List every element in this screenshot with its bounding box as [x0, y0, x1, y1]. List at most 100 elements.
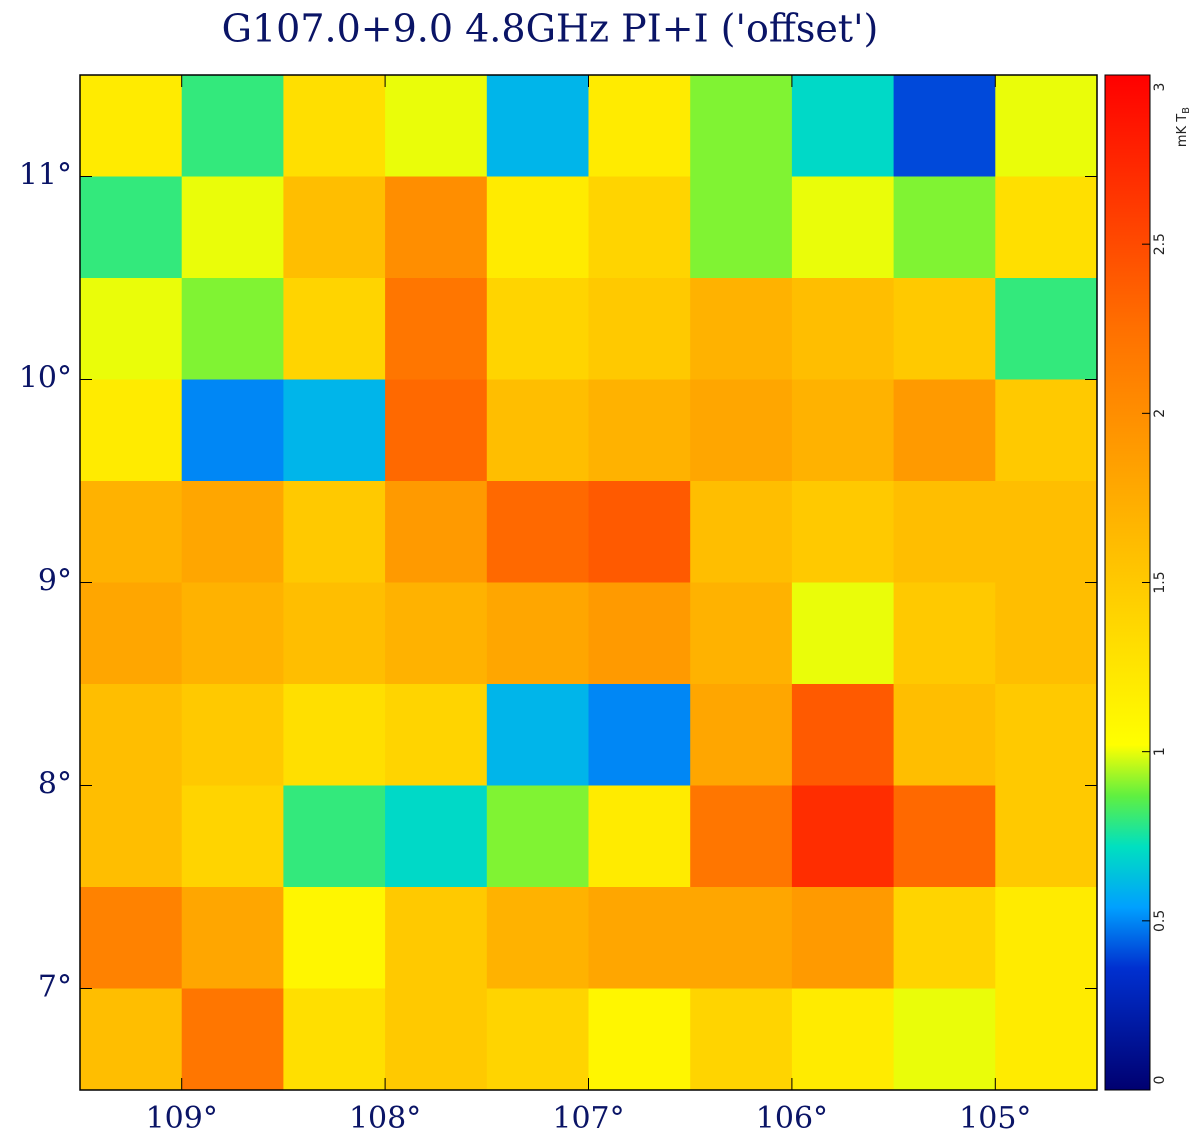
heatmap-cell: [893, 379, 996, 482]
y-tick-label: 10°: [19, 361, 72, 396]
heatmap-cell: [791, 988, 895, 1091]
x-tick-label: 106°: [756, 1101, 828, 1136]
y-tick-label: 7°: [38, 970, 72, 1005]
heatmap-cell: [181, 278, 284, 380]
heatmap-cell: [385, 785, 488, 888]
heatmap-cell: [283, 887, 386, 989]
colorbar-tick-label: 0.5: [1152, 910, 1168, 932]
colorbar-label: mK TB: [1175, 107, 1193, 147]
heatmap-cell: [181, 379, 284, 482]
heatmap-cell: [893, 684, 996, 786]
heatmap-cell: [385, 176, 488, 279]
heatmap-cell: [486, 988, 589, 1091]
heatmap-cell: [80, 887, 183, 989]
heatmap-cell: [588, 887, 691, 989]
heatmap-cell: [80, 379, 183, 482]
heatmap-cell: [385, 887, 488, 989]
colorbar-tick-label: 1: [1152, 747, 1168, 756]
heatmap-cell: [791, 785, 895, 888]
colorbar-tick-label: 2.5: [1152, 233, 1168, 255]
heatmap-cell: [283, 75, 386, 177]
heatmap-cell: [283, 379, 386, 482]
heatmap-cell: [486, 379, 589, 482]
heatmap-cell: [995, 278, 1098, 380]
x-tick-label: 109°: [146, 1101, 218, 1136]
heatmap-cell: [385, 684, 488, 786]
heatmap-cell: [995, 988, 1098, 1091]
heatmap-cell: [690, 988, 793, 1091]
heatmap-cell: [486, 481, 589, 583]
heatmap-cell: [588, 785, 691, 888]
heatmap-cell: [486, 176, 589, 279]
heatmap-cell: [283, 684, 386, 786]
heatmap-cell: [588, 988, 691, 1091]
heatmap-cell: [791, 481, 895, 583]
heatmap-cell: [80, 988, 183, 1091]
y-tick-label: 11°: [19, 158, 72, 193]
heatmap-cell: [588, 278, 691, 380]
heatmap-cell: [588, 582, 691, 685]
heatmap-cell: [181, 887, 284, 989]
heatmap-cell: [995, 684, 1098, 786]
heatmap-cell: [80, 75, 183, 177]
heatmap-cell: [690, 278, 793, 380]
heatmap-cell: [690, 684, 793, 786]
heatmap-cell: [385, 278, 488, 380]
heatmap-cell: [893, 176, 996, 279]
heatmap-cell: [893, 278, 996, 380]
heatmap-cell: [893, 582, 996, 685]
heatmap-cell: [181, 582, 284, 685]
heatmap-cell: [283, 481, 386, 583]
heatmap-cell: [385, 988, 488, 1091]
heatmap-cell: [690, 785, 793, 888]
heatmap-cell: [995, 887, 1098, 989]
heatmap-cell: [385, 75, 488, 177]
x-tick-label: 105°: [959, 1101, 1031, 1136]
y-tick-label: 8°: [38, 767, 72, 802]
heatmap-cell: [486, 684, 589, 786]
heatmap-cell: [486, 582, 589, 685]
y-tick-label: 9°: [38, 564, 72, 599]
heatmap-cell: [791, 582, 895, 685]
heatmap-cell: [181, 75, 284, 177]
heatmap-cell: [385, 379, 488, 482]
heatmap-cell: [791, 75, 895, 177]
heatmap-cell: [791, 278, 895, 380]
heatmap-cell: [893, 75, 996, 177]
heatmap-cell: [995, 379, 1098, 482]
heatmap-cell: [80, 684, 183, 786]
x-tick-label: 108°: [349, 1101, 421, 1136]
colorbar-tick-label: 2: [1152, 409, 1168, 418]
heatmap-cell: [791, 176, 895, 279]
heatmap-cell: [486, 887, 589, 989]
heatmap-cell: [283, 176, 386, 279]
heatmap-cell: [995, 176, 1098, 279]
heatmap-cell: [181, 988, 284, 1091]
heatmap-cell: [690, 582, 793, 685]
heatmap-cell: [791, 887, 895, 989]
heatmap-cell: [995, 481, 1098, 583]
heatmap-cell: [181, 684, 284, 786]
heatmap-cell: [486, 75, 589, 177]
heatmap-cell: [283, 988, 386, 1091]
heatmap-cell: [283, 582, 386, 685]
colorbar-tick-label: 0: [1152, 1076, 1168, 1085]
heatmap-cell: [181, 785, 284, 888]
heatmap-cell: [80, 582, 183, 685]
heatmap-cell: [995, 75, 1098, 177]
colorbar-label-sub: B: [1181, 107, 1192, 114]
heatmap-cell: [80, 278, 183, 380]
heatmap-cell: [690, 887, 793, 989]
heatmap-cell: [690, 176, 793, 279]
heatmap-cell: [893, 988, 996, 1091]
heatmap-cell: [385, 481, 488, 583]
heatmap-cell: [791, 684, 895, 786]
heatmap-cell: [283, 278, 386, 380]
heatmap-cell: [893, 785, 996, 888]
heatmap-cell: [80, 176, 183, 279]
x-tick-label: 107°: [552, 1101, 624, 1136]
heatmap-cell: [995, 785, 1098, 888]
heatmap-cell: [588, 379, 691, 482]
heatmap-cell: [181, 176, 284, 279]
